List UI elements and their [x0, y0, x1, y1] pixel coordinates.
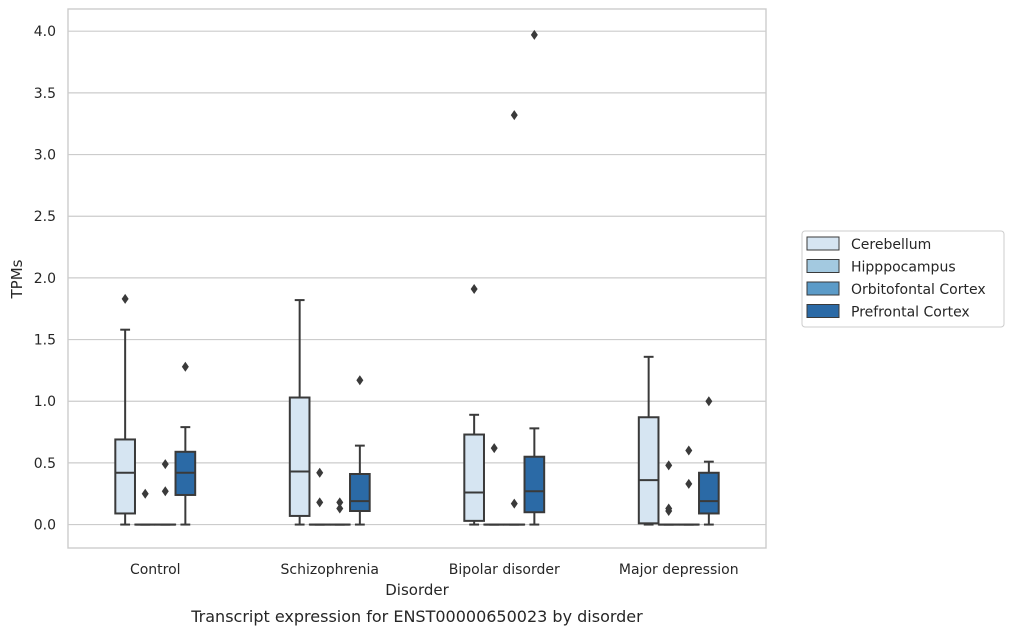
box	[463, 433, 485, 522]
outlier-point	[161, 459, 169, 470]
outlier-point	[705, 396, 713, 407]
box-plot	[328, 497, 351, 526]
legend-label: Orbitofontal Cortex	[851, 282, 986, 298]
legend-label: Cerebellum	[851, 237, 931, 253]
legend-frame	[801, 230, 1005, 328]
y-tick-labels: 0.0 0.5 1.0 1.5 2.0 2.5 3.0 3.5 4.0	[34, 24, 56, 533]
x-tick-label: Control	[130, 562, 181, 578]
box	[288, 396, 311, 517]
box-plot	[503, 110, 526, 526]
chart-caption: Transcript expression for ENST0000065002…	[190, 607, 643, 626]
x-axis-title: Disorder	[385, 581, 449, 599]
box-plot	[637, 355, 660, 526]
box-plot	[698, 396, 720, 526]
box-plot	[288, 299, 311, 526]
outlier-point	[316, 467, 324, 478]
legend-swatch	[806, 281, 840, 296]
box-plot	[523, 29, 546, 526]
box-plot	[657, 460, 680, 526]
y-tick-label: 2.5	[34, 209, 56, 225]
outlier-point	[316, 497, 324, 508]
legend-swatch	[806, 236, 840, 251]
box-plot	[483, 443, 506, 526]
outlier-point	[490, 443, 498, 454]
outlier-point	[356, 375, 364, 386]
y-tick-label: 1.0	[34, 394, 56, 410]
outlier-point	[470, 283, 478, 294]
x-tick-label: Major depression	[619, 562, 739, 578]
x-tick-label: Bipolar disorder	[449, 562, 560, 578]
box-plot	[154, 459, 177, 526]
box	[523, 455, 546, 514]
outlier-point	[510, 110, 518, 121]
outlier-point	[510, 498, 518, 509]
box-plot	[308, 467, 331, 526]
box	[637, 416, 660, 525]
y-tick-label: 3.0	[34, 148, 56, 164]
y-tick-label: 4.0	[34, 24, 56, 40]
y-tick-label: 0.0	[34, 518, 56, 534]
box-plots	[114, 29, 720, 526]
legend: Cerebellum Hipppocampus Orbitofontal Corte…	[801, 230, 1005, 328]
outlier-point	[665, 505, 673, 516]
box-plot	[114, 293, 136, 526]
x-tick-labels: Control Schizophrenia Bipolar disorder Majo…	[130, 562, 739, 578]
box-plot	[134, 488, 157, 526]
y-axis-title: TPMs	[8, 259, 26, 299]
y-tick-label: 0.5	[34, 456, 56, 472]
legend-label: Hipppocampus	[851, 260, 956, 276]
box-plot	[349, 375, 371, 526]
outlier-point	[665, 460, 673, 471]
legend-label: Prefrontal Cortex	[851, 305, 970, 321]
box-plot	[463, 283, 485, 526]
box	[349, 472, 371, 512]
outlier-point	[530, 29, 538, 40]
outlier-point	[336, 503, 344, 514]
y-tick-label: 3.5	[34, 86, 56, 102]
x-tick-label: Schizophrenia	[281, 562, 379, 578]
legend-swatch	[806, 259, 840, 273]
box-plot	[174, 361, 197, 526]
box-plot	[677, 445, 700, 526]
outlier-point	[161, 486, 169, 497]
box	[114, 438, 136, 515]
plot-frame	[67, 8, 767, 549]
outlier-point	[685, 478, 693, 489]
y-tick-label: 1.5	[34, 333, 56, 349]
y-tick-label: 2.0	[34, 271, 56, 287]
outlier-point	[141, 488, 149, 499]
box	[698, 471, 720, 515]
outlier-point	[121, 293, 129, 304]
grid-lines	[68, 30, 766, 526]
outlier-point	[181, 361, 189, 372]
legend-swatch	[806, 304, 840, 318]
outlier-point	[685, 445, 693, 456]
outlier-point	[336, 497, 344, 508]
